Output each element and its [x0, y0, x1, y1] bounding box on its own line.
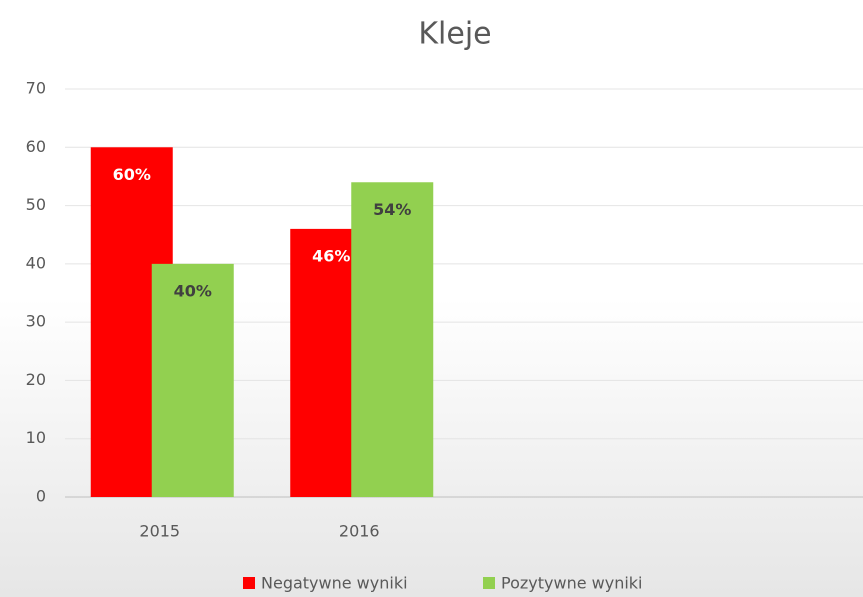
x-tick-label: 2015 — [139, 522, 180, 541]
data-label: 54% — [373, 200, 411, 219]
x-tick-label: 2016 — [339, 522, 380, 541]
legend-label: Pozytywne wyniki — [501, 574, 642, 593]
y-tick-label: 20 — [26, 370, 46, 389]
y-tick-label: 0 — [36, 487, 46, 506]
bar — [151, 263, 234, 497]
y-tick-label: 60 — [26, 137, 46, 156]
data-label: 46% — [312, 246, 350, 265]
data-label: 60% — [113, 165, 151, 184]
chart-title: Kleje — [418, 17, 491, 52]
y-tick-label: 40 — [26, 253, 46, 272]
y-tick-label: 30 — [26, 312, 46, 331]
legend-label: Negatywne wyniki — [261, 574, 408, 593]
y-tick-label: 10 — [26, 428, 46, 447]
bar — [351, 182, 434, 497]
data-label: 40% — [174, 281, 212, 300]
legend-swatch — [483, 577, 495, 589]
y-tick-label: 50 — [26, 195, 46, 214]
y-tick-label: 70 — [26, 79, 46, 98]
legend-swatch — [243, 577, 255, 589]
